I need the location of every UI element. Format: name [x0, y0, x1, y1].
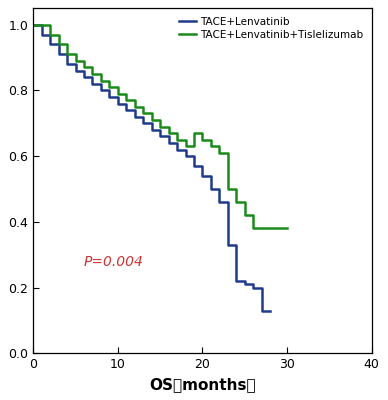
TACE+Lenvatinib+Tislelizumab [56, 32, 61, 37]
TACE+Lenvatinib [31, 22, 36, 27]
TACE+Lenvatinib+Tislelizumab [31, 22, 36, 27]
Text: P=0.004: P=0.004 [84, 255, 144, 269]
TACE+Lenvatinib [132, 114, 137, 119]
TACE+Lenvatinib [39, 32, 44, 37]
Legend: TACE+Lenvatinib, TACE+Lenvatinib+Tislelizumab: TACE+Lenvatinib, TACE+Lenvatinib+Tisleli… [176, 14, 367, 43]
Line: TACE+Lenvatinib+Tislelizumab: TACE+Lenvatinib+Tislelizumab [33, 25, 287, 228]
TACE+Lenvatinib+Tislelizumab [251, 226, 256, 231]
TACE+Lenvatinib+Tislelizumab [200, 137, 205, 142]
X-axis label: OS（months）: OS（months） [149, 377, 256, 392]
Line: TACE+Lenvatinib: TACE+Lenvatinib [33, 25, 270, 310]
TACE+Lenvatinib+Tislelizumab [107, 78, 112, 83]
TACE+Lenvatinib [259, 308, 264, 313]
TACE+Lenvatinib+Tislelizumab [209, 137, 213, 142]
TACE+Lenvatinib [200, 164, 205, 168]
TACE+Lenvatinib [192, 164, 196, 168]
TACE+Lenvatinib+Tislelizumab [48, 32, 52, 37]
TACE+Lenvatinib [268, 308, 272, 313]
TACE+Lenvatinib [48, 32, 52, 37]
TACE+Lenvatinib+Tislelizumab [141, 111, 146, 116]
TACE+Lenvatinib [99, 82, 103, 86]
TACE+Lenvatinib+Tislelizumab [285, 226, 289, 231]
